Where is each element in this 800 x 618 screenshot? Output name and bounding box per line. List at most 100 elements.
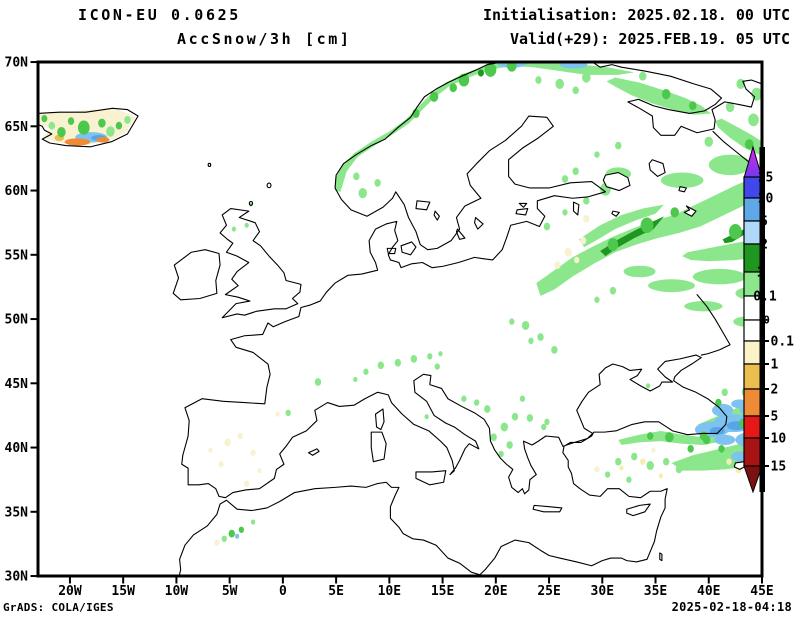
snow-shade-speck <box>250 519 256 525</box>
snow-shade-speck <box>535 76 542 84</box>
lat-tick-label: 65N <box>5 120 29 135</box>
snow-shade-speck <box>374 178 381 187</box>
colorbar-bottom-label: 0.1 <box>771 335 795 350</box>
lake-vattern <box>434 211 439 220</box>
snow-shade-speck <box>594 466 600 473</box>
snow-shade-speck <box>244 222 249 228</box>
lake-onega <box>649 160 665 177</box>
snow-shade-speck <box>124 116 131 124</box>
snow-shade-speck <box>609 286 617 295</box>
snow-shade-speck <box>250 449 256 456</box>
snow-shade-speck <box>461 395 467 402</box>
snow-shade-speck <box>744 139 754 150</box>
great-britain-outline <box>220 209 301 318</box>
snow-shade-patch <box>96 136 110 143</box>
snow-shade-speck <box>704 136 714 147</box>
snow-shade-patch <box>684 301 723 312</box>
sicily-outline <box>416 471 446 485</box>
snow-shade-speck <box>67 117 75 126</box>
snow-shade-speck <box>429 91 439 102</box>
model-title: ICON-EU 0.0625 <box>78 6 241 24</box>
lon-tick-label: 10W <box>165 584 189 599</box>
saaremaa-outline <box>516 209 528 215</box>
lat-tick-label: 60N <box>5 184 29 199</box>
snow-shade-russia-arm <box>578 204 665 248</box>
snow-shade-speck <box>574 256 580 264</box>
snow-shade-patch <box>711 403 734 417</box>
initialisation-time-label: Initialisation: 2025.02.18. 00 UTC <box>482 6 790 24</box>
snow-shade-speck <box>658 473 663 479</box>
snow-shade-speck <box>506 441 513 449</box>
sardinia-outline <box>371 432 386 462</box>
iceland-outline <box>27 108 138 147</box>
snow-shade-russia-band <box>536 174 761 296</box>
snow-shade-patch <box>660 172 704 188</box>
lat-tick-label: 40N <box>5 441 29 456</box>
snow-shade-speck <box>572 86 579 95</box>
snow-shade-speck <box>238 526 245 534</box>
grads-credit: GrADS: COLA/IGES <box>3 601 114 614</box>
lon-tick-label: 20E <box>484 584 507 599</box>
snow-speckle-layer <box>41 63 761 546</box>
snow-shade-patch <box>648 279 695 293</box>
lat-tick-label: 50N <box>5 313 29 328</box>
snow-shade-speck <box>285 409 291 417</box>
snow-shade-speck <box>572 167 579 176</box>
snow-shade-speck <box>715 398 722 407</box>
lon-tick-label: 10E <box>378 584 401 599</box>
colorbar-segment <box>743 363 763 390</box>
lon-tick-label: 20W <box>58 584 82 599</box>
snow-shade-norway-band <box>335 63 635 192</box>
coastline-layer <box>27 57 762 579</box>
snow-shade-speck <box>424 414 429 420</box>
dead-sea <box>660 553 662 561</box>
snow-shade-speck <box>579 236 587 245</box>
colorbar-segment <box>743 319 763 342</box>
snow-shade-speck <box>541 423 547 431</box>
generation-timestamp: 2025-02-18-04:18 <box>671 600 792 614</box>
snow-shade-speck <box>234 533 240 539</box>
snow-shade-speck <box>115 121 123 130</box>
snow-shade-speck <box>498 450 504 458</box>
snow-shade-speck <box>427 353 433 360</box>
snow-shade-speck <box>583 214 590 223</box>
snow-shade-speck <box>410 355 418 363</box>
lon-tick-label: 40E <box>697 584 720 599</box>
colorbar-segment <box>743 388 763 417</box>
snow-shade-speck <box>647 432 654 440</box>
snow-shade-speck <box>651 447 656 453</box>
snow-shade-speck <box>314 378 322 386</box>
snow-shade-speck <box>228 529 235 538</box>
snow-shade-speck <box>718 444 725 453</box>
snow-shade-speck <box>528 337 534 345</box>
snow-shade-speck <box>564 247 572 257</box>
snow-shade-speck <box>640 458 646 465</box>
cyprus-outline <box>627 504 650 516</box>
snow-shade-speck <box>77 120 90 135</box>
map-area <box>27 57 762 579</box>
lat-tick-label: 45N <box>5 377 29 392</box>
snow-shade-speck <box>751 87 761 101</box>
snow-shade-speck <box>275 411 280 417</box>
axis-tick-layer: 70N 65N 60N 55N 50N 45N 40N 35N 30N 20W 15W 10W 5W 0 5… <box>5 56 774 599</box>
snow-shade-speck <box>484 405 491 413</box>
lake-rybinsk <box>684 206 696 216</box>
snow-shade-speck <box>721 388 728 397</box>
lon-tick-label: 25E <box>537 584 560 599</box>
colorbar-bottom-label: 15 <box>771 460 787 475</box>
snow-shade-speck <box>244 480 250 487</box>
snow-shade-speck <box>689 101 697 111</box>
snow-shade-speck <box>521 320 530 330</box>
snow-shade-speck <box>490 433 497 442</box>
colorbar-bottom-label: 10 <box>771 432 787 447</box>
colorbar-bottom-label: 1 <box>771 358 779 373</box>
snow-shade-speck <box>619 465 624 471</box>
lake-ladoga <box>603 173 630 191</box>
snow-shade-speck <box>98 118 106 128</box>
snow-shade-patch <box>692 268 747 285</box>
snow-shade-speck <box>358 187 367 199</box>
snow-shade-speck <box>353 172 360 181</box>
snow-shade-speck <box>48 121 56 130</box>
colorbar-bottom-label: 5 <box>771 410 779 425</box>
